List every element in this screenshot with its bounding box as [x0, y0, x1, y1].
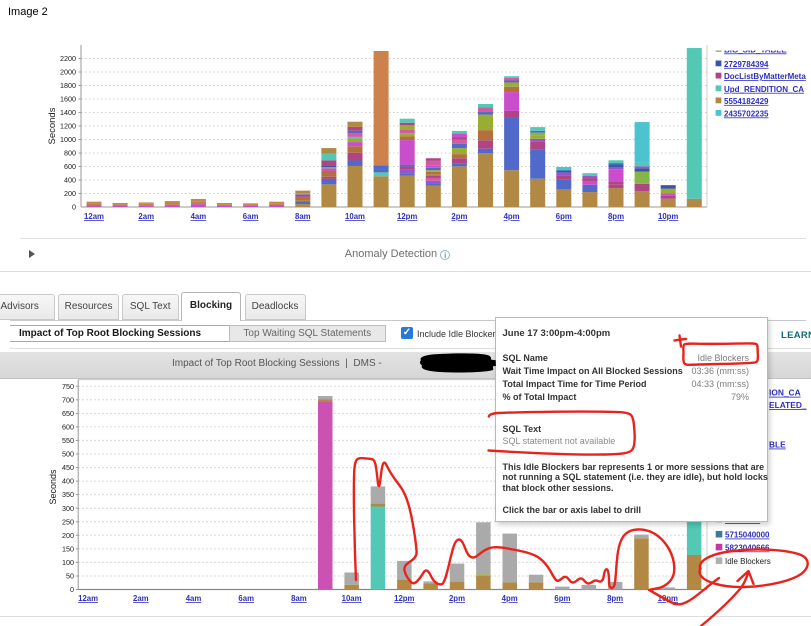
svg-text:12pm: 12pm: [394, 594, 414, 603]
svg-text:8pm: 8pm: [607, 594, 623, 603]
svg-text:ELATED_: ELATED_: [769, 400, 807, 410]
svg-text:350: 350: [62, 490, 74, 499]
svg-text:6pm: 6pm: [556, 212, 572, 221]
svg-text:450: 450: [62, 463, 74, 472]
svg-text:Seconds: Seconds: [48, 469, 58, 505]
svg-text:Upd_RENDITION_CA: Upd_RENDITION_CA: [724, 85, 804, 94]
svg-text:2729784394: 2729784394: [724, 60, 769, 69]
svg-text:1200: 1200: [60, 122, 76, 131]
svg-text:6am: 6am: [238, 594, 254, 603]
svg-text:5823040666: 5823040666: [725, 543, 770, 552]
svg-text:5715040000: 5715040000: [725, 531, 770, 540]
svg-text:10pm: 10pm: [658, 212, 678, 221]
svg-text:700: 700: [62, 395, 74, 404]
svg-text:6am: 6am: [243, 212, 259, 221]
svg-text:4pm: 4pm: [504, 212, 520, 221]
svg-text:200: 200: [62, 531, 74, 540]
svg-text:2am: 2am: [133, 594, 149, 603]
svg-text:400: 400: [64, 176, 76, 185]
svg-text:1000: 1000: [60, 135, 76, 144]
svg-text:2000: 2000: [60, 68, 76, 77]
svg-text:0: 0: [72, 203, 76, 212]
svg-text:500: 500: [62, 450, 74, 459]
svg-text:10am: 10am: [342, 594, 362, 603]
svg-text:250: 250: [62, 517, 74, 526]
svg-text:600: 600: [64, 162, 76, 171]
svg-text:400: 400: [62, 477, 74, 486]
svg-text:300: 300: [62, 504, 74, 513]
svg-text:1400: 1400: [60, 108, 76, 117]
svg-text:2pm: 2pm: [451, 212, 467, 221]
svg-text:800: 800: [64, 149, 76, 158]
svg-text:600: 600: [62, 423, 74, 432]
svg-text:2200: 2200: [60, 54, 76, 63]
svg-text:200: 200: [64, 189, 76, 198]
svg-text:4pm: 4pm: [502, 594, 518, 603]
svg-text:1800: 1800: [60, 81, 76, 90]
svg-text:650: 650: [62, 409, 74, 418]
svg-text:10pm: 10pm: [658, 594, 678, 603]
svg-text:150: 150: [62, 545, 74, 554]
svg-text:BLE: BLE: [769, 440, 786, 450]
svg-text:100: 100: [62, 558, 74, 567]
svg-text:12pm: 12pm: [397, 212, 417, 221]
svg-text:12am: 12am: [78, 594, 98, 603]
svg-text:1600: 1600: [60, 95, 76, 104]
svg-text:5554182429: 5554182429: [724, 97, 769, 106]
svg-text:10am: 10am: [345, 212, 365, 221]
svg-text:Idle Blockers: Idle Blockers: [725, 557, 771, 566]
svg-text:ION_CA: ION_CA: [769, 388, 801, 398]
svg-text:8am: 8am: [291, 594, 307, 603]
svg-text:8pm: 8pm: [608, 212, 624, 221]
svg-text:2pm: 2pm: [449, 594, 465, 603]
svg-text:8am: 8am: [295, 212, 311, 221]
svg-text:0: 0: [70, 585, 74, 594]
svg-text:6pm: 6pm: [554, 594, 570, 603]
svg-text:550: 550: [62, 436, 74, 445]
svg-text:2am: 2am: [138, 212, 154, 221]
svg-text:4am: 4am: [186, 594, 202, 603]
svg-text:2435702235: 2435702235: [724, 109, 769, 118]
svg-text:12am: 12am: [84, 212, 104, 221]
svg-text:750: 750: [62, 382, 74, 391]
svg-text:Seconds: Seconds: [47, 107, 58, 144]
svg-text:DocListByMatterMeta: DocListByMatterMeta: [724, 72, 806, 81]
svg-text:50: 50: [66, 572, 74, 581]
svg-text:4am: 4am: [191, 212, 207, 221]
